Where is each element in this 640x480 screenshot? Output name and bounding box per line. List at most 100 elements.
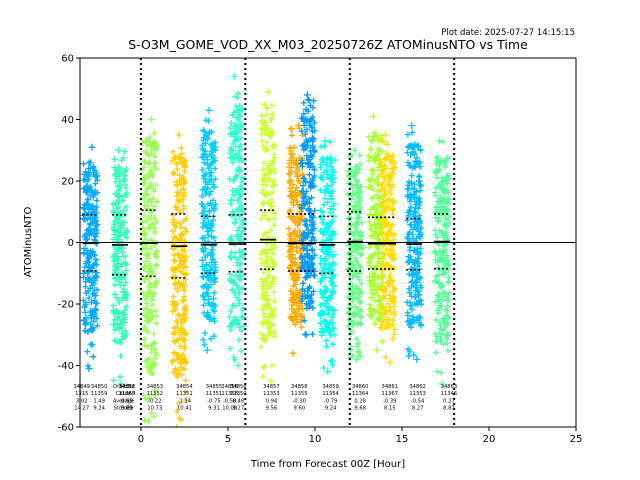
data-point: [145, 205, 152, 212]
data-point: [445, 260, 452, 267]
data-point: [404, 299, 411, 306]
data-point: [261, 127, 268, 134]
data-point: [440, 258, 446, 265]
data-point: [436, 167, 443, 174]
data-point: [410, 270, 417, 276]
data-point: [303, 126, 310, 133]
stats-text: 34862: [409, 384, 426, 390]
data-point: [358, 313, 365, 320]
data-point: [258, 112, 265, 119]
data-point: [238, 347, 245, 354]
data-point: [208, 272, 215, 279]
data-point: [172, 365, 179, 372]
data-point: [141, 336, 148, 343]
data-point: [375, 250, 382, 257]
data-point: [146, 363, 153, 370]
data-point: [439, 296, 446, 303]
stats-text: 0.27: [443, 398, 455, 404]
stats-text: -0.39: [383, 398, 396, 404]
data-point: [147, 183, 154, 189]
data-point: [88, 203, 95, 210]
data-point-extreme: [295, 122, 303, 130]
data-point: [119, 249, 126, 256]
data-point: [387, 309, 394, 316]
data-point: [261, 230, 268, 237]
data-point-extreme: [369, 112, 377, 120]
data-point-extreme: [85, 365, 93, 373]
data-point: [227, 308, 234, 314]
data-point: [232, 143, 239, 150]
data-point: [300, 230, 307, 236]
data-point: [433, 317, 439, 323]
data-point: [92, 272, 99, 279]
data-point: [173, 371, 179, 378]
data-point: [437, 322, 444, 329]
data-point: [171, 325, 178, 332]
stats-text: 8.27: [412, 406, 424, 412]
data-point: [379, 162, 386, 169]
data-point: [287, 288, 294, 294]
data-point: [229, 191, 236, 198]
data-point: [117, 353, 124, 360]
orbit-series-13: [378, 131, 398, 366]
data-point: [151, 346, 158, 353]
data-point: [147, 245, 154, 252]
data-point: [82, 176, 88, 183]
data-point: [302, 131, 309, 137]
data-point: [404, 186, 411, 193]
data-point: [265, 175, 272, 182]
data-point: [354, 343, 361, 350]
data-point: [169, 238, 176, 245]
data-point: [141, 342, 148, 349]
data-point: [356, 193, 363, 200]
data-point: [206, 208, 213, 215]
data-point: [415, 205, 422, 212]
data-point: [389, 253, 396, 260]
data-point: [330, 331, 337, 338]
data-point: [267, 306, 274, 313]
data-point: [148, 214, 155, 221]
data-point: [152, 229, 158, 236]
data-point: [83, 183, 90, 190]
data-point: [173, 318, 180, 325]
data-point: [151, 153, 158, 160]
data-point: [404, 235, 411, 242]
y-tick-label: 20: [61, 177, 74, 188]
data-point: [202, 140, 209, 147]
data-point: [211, 333, 217, 340]
data-point: [408, 172, 415, 179]
data-point: [299, 293, 306, 300]
data-point: [237, 134, 244, 141]
data-point: [317, 320, 324, 327]
data-point: [211, 234, 217, 241]
data-point: [353, 258, 360, 264]
data-point: [311, 127, 318, 134]
data-point: [177, 343, 184, 349]
data-point: [181, 317, 188, 324]
data-point: [181, 293, 188, 300]
data-point: [444, 331, 451, 338]
data-point: [407, 204, 414, 210]
data-point: [375, 292, 382, 299]
data-point: [202, 330, 209, 337]
data-point: [259, 166, 266, 173]
data-point: [262, 335, 269, 341]
data-point: [378, 286, 385, 293]
data-point: [169, 308, 176, 315]
data-point: [288, 132, 295, 139]
data-point: [327, 262, 334, 269]
stats-text: 9.69: [121, 406, 133, 412]
x-tick-label: 5: [225, 434, 231, 445]
data-point-extreme: [373, 346, 381, 354]
data-point: [443, 332, 450, 339]
data-point: [82, 264, 88, 271]
data-point: [380, 139, 387, 146]
data-point: [82, 299, 89, 306]
data-point: [437, 194, 444, 200]
data-point: [210, 142, 216, 149]
data-point: [298, 128, 305, 135]
data-point: [309, 142, 316, 149]
data-point: [118, 310, 125, 317]
